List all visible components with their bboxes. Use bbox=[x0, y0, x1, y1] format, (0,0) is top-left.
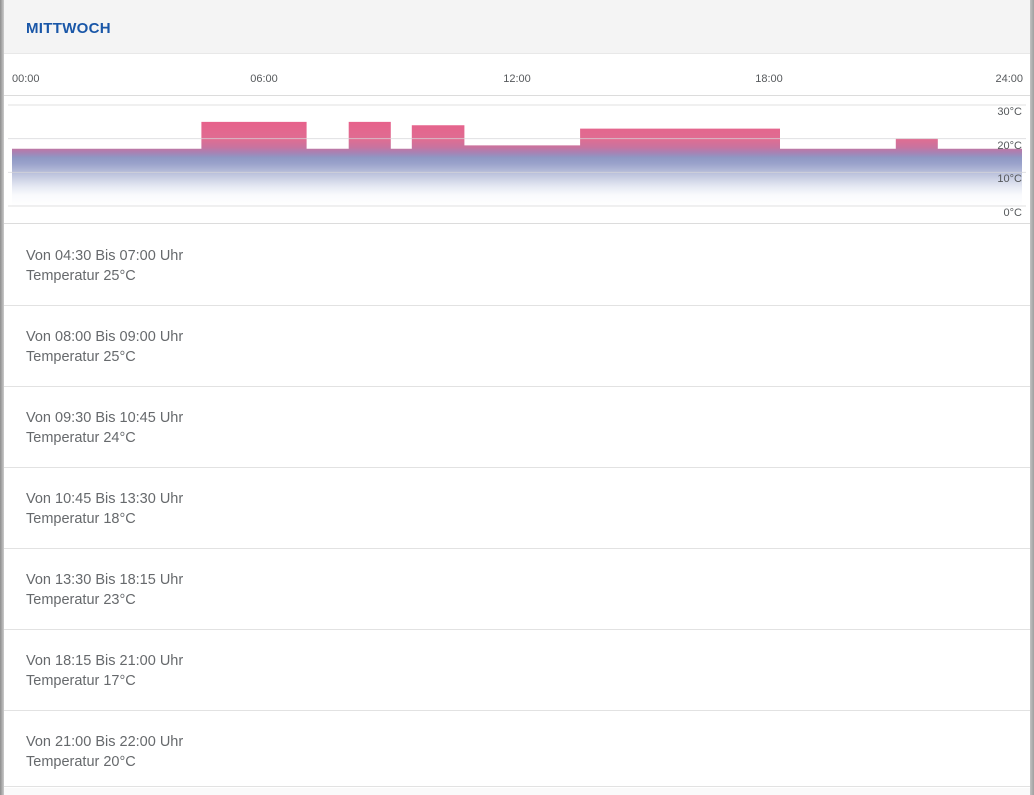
temperature-area-path bbox=[12, 121, 1022, 206]
schedule-row[interactable]: Von 09:30 Bis 10:45 Uhr Temperatur 24°C bbox=[4, 387, 1030, 468]
time-tick-label: 06:00 bbox=[250, 73, 278, 85]
time-tick-label: 12:00 bbox=[503, 73, 531, 85]
schedule-time-range: Von 13:30 Bis 18:15 Uhr bbox=[26, 572, 184, 588]
temp-tick-label: 0°C bbox=[1003, 207, 1022, 219]
schedule-temperature: Temperatur 25°C bbox=[26, 268, 136, 284]
day-header: MITTWOCH bbox=[4, 0, 1030, 54]
schedule-temperature: Temperatur 24°C bbox=[26, 430, 136, 446]
schedule-time-range: Von 10:45 Bis 13:30 Uhr bbox=[26, 491, 184, 507]
schedule-time-range: Von 18:15 Bis 21:00 Uhr bbox=[26, 653, 184, 669]
time-tick-label: 24:00 bbox=[995, 73, 1023, 85]
time-tick-label: 00:00 bbox=[12, 73, 40, 85]
temperature-chart-svg bbox=[8, 104, 1026, 207]
schedule-row[interactable]: Von 13:30 Bis 18:15 Uhr Temperatur 23°C bbox=[4, 549, 1030, 630]
schedule-row[interactable]: Von 10:45 Bis 13:30 Uhr Temperatur 18°C bbox=[4, 468, 1030, 549]
temp-tick-label: 20°C bbox=[997, 139, 1022, 152]
schedule-row[interactable]: Von 21:00 Bis 22:00 Uhr Temperatur 20°C bbox=[4, 711, 1030, 787]
schedule-temperature: Temperatur 18°C bbox=[26, 511, 136, 527]
page-bottom-margin bbox=[4, 788, 1030, 795]
schedule-temperature: Temperatur 17°C bbox=[26, 673, 136, 689]
schedule-time-range: Von 09:30 Bis 10:45 Uhr bbox=[26, 410, 184, 426]
temp-tick-label: 10°C bbox=[997, 173, 1022, 186]
schedule-row[interactable]: Von 04:30 Bis 07:00 Uhr Temperatur 25°C bbox=[4, 225, 1030, 306]
schedule-list: Von 04:30 Bis 07:00 Uhr Temperatur 25°C … bbox=[4, 225, 1030, 787]
schedule-temperature: Temperatur 23°C bbox=[26, 592, 136, 608]
schedule-time-range: Von 21:00 Bis 22:00 Uhr bbox=[26, 734, 184, 750]
schedule-row[interactable]: Von 18:15 Bis 21:00 Uhr Temperatur 17°C bbox=[4, 630, 1030, 711]
schedule-time-range: Von 04:30 Bis 07:00 Uhr bbox=[26, 248, 184, 264]
time-tick-label: 18:00 bbox=[755, 73, 783, 85]
schedule-temperature: Temperatur 20°C bbox=[26, 754, 136, 770]
right-window-edge bbox=[1030, 0, 1034, 795]
schedule-row[interactable]: Von 08:00 Bis 09:00 Uhr Temperatur 25°C bbox=[4, 306, 1030, 387]
time-axis: 00:00 06:00 12:00 18:00 24:00 bbox=[4, 54, 1030, 95]
temp-tick-label: 30°C bbox=[997, 106, 1022, 118]
day-schedule-panel: MITTWOCH 00:00 06:00 12:00 18:00 24:00 3… bbox=[4, 0, 1030, 795]
temperature-profile-chart: 30°C 20°C 10°C 0°C bbox=[4, 95, 1030, 224]
schedule-time-range: Von 08:00 Bis 09:00 Uhr bbox=[26, 329, 184, 345]
page-title: MITTWOCH bbox=[26, 20, 111, 37]
chart-gridlines bbox=[8, 104, 1026, 207]
schedule-temperature: Temperatur 25°C bbox=[26, 349, 136, 365]
left-window-edge bbox=[0, 0, 4, 795]
